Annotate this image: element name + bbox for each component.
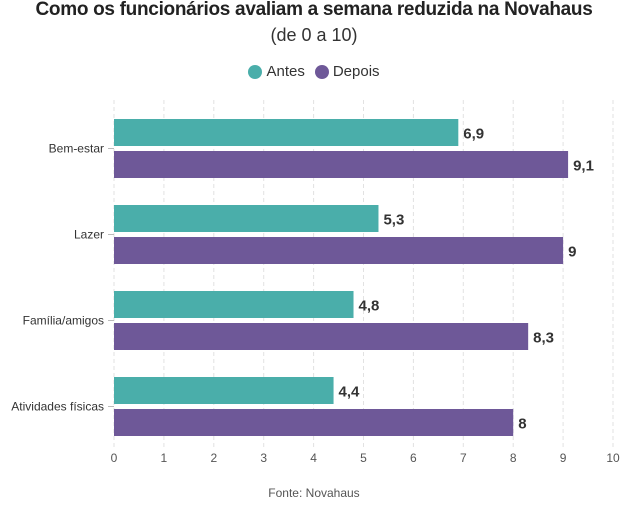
y-tick-label: Família/amigos [23,314,104,328]
legend-label: Antes [266,63,305,80]
bar-antes [114,119,459,146]
source-note: Fonte: Novahaus [268,486,360,500]
data-label: 5,3 [383,212,404,229]
bar-antes [114,377,334,404]
x-tick-label: 0 [111,451,118,465]
chart-subtitle: (de 0 a 10) [270,25,358,45]
data-label: 4,4 [339,384,361,401]
x-tick-label: 10 [606,451,620,465]
bar-depois [114,409,514,436]
y-tick-label: Bem-estar [49,142,104,156]
bar-depois [114,151,569,178]
legend-swatch-antes [248,64,263,79]
x-tick-label: 6 [410,451,417,465]
chart-title: Como os funcionários avaliam a semana re… [35,0,593,20]
bar-depois [114,323,529,350]
legend-swatch-depois [314,64,329,79]
y-tick-label: Lazer [74,228,104,242]
x-tick-label: 4 [310,451,317,465]
x-tick-label: 7 [460,451,467,465]
bar-depois [114,237,564,264]
legend: Antes Depois [0,63,628,80]
x-tick-label: 5 [360,451,367,465]
x-tick-label: 8 [510,451,517,465]
data-label: 6,9 [463,126,484,143]
x-tick-label: 9 [560,451,567,465]
legend-item-depois[interactable]: Depois [314,63,380,80]
data-label: 9 [568,244,576,261]
x-tick-label: 3 [260,451,267,465]
data-label: 8 [518,416,526,433]
legend-label: Depois [332,63,380,80]
y-tick-label: Atividades físicas [11,400,104,414]
x-tick-label: 1 [161,451,168,465]
x-tick-label: 2 [210,451,217,465]
legend-item-antes[interactable]: Antes [248,63,305,80]
data-label: 4,8 [359,298,380,315]
data-label: 9,1 [573,158,594,175]
bar-antes [114,291,354,318]
chart-header: Como os funcionários avaliam a semana re… [0,0,628,47]
data-label: 8,3 [533,330,554,347]
bar-antes [114,205,379,232]
